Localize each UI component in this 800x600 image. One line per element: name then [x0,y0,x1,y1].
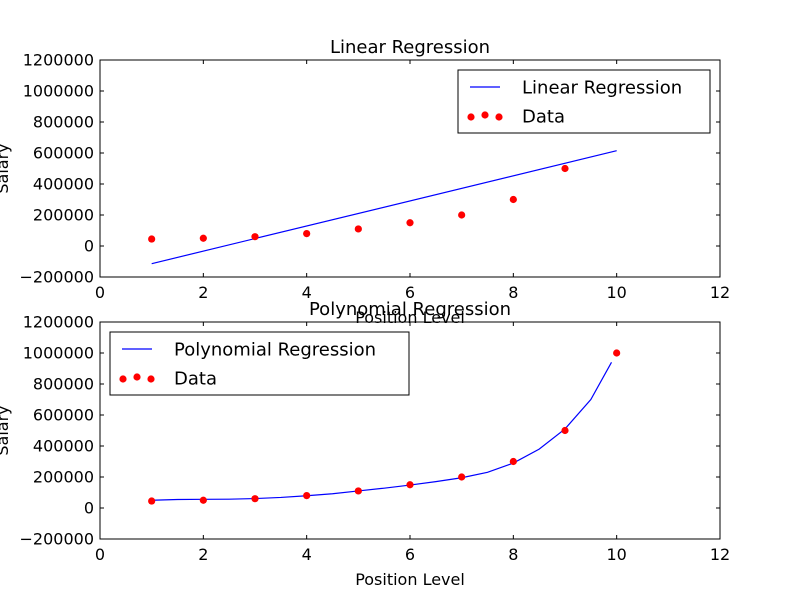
x-tick-label: 0 [95,545,105,564]
y-tick-label: 800000 [33,375,94,394]
legend-label: Data [174,369,217,390]
data-point [199,234,207,242]
x-tick-label: 10 [606,545,626,564]
data-point [148,235,156,243]
y-axis-label: Salary [0,143,12,193]
data-point [458,473,466,481]
data-point [406,481,414,489]
data-point [406,219,414,227]
x-tick-label: 6 [405,545,415,564]
data-point [613,349,621,357]
x-tick-label: 8 [508,545,518,564]
x-tick-label: 4 [302,283,312,302]
legend-box [109,331,410,396]
data-point [561,426,569,435]
legend-marker-swatch [481,111,489,119]
legend-label: Polynomial Regression [174,340,376,361]
data-point [354,487,362,495]
y-tick-label: 400000 [33,437,94,456]
legend-marker-swatch [119,375,127,383]
chart-1: 0 2 4 6 8 10 12−200000020000040000060000080000… [0,37,730,327]
y-tick-label: 1000000 [23,344,94,363]
data-point [509,195,517,204]
y-tick-label: 1200000 [23,313,94,332]
legend-label: Data [522,107,565,128]
data-point [251,233,259,241]
legend-marker-swatch [133,373,141,381]
series-line-linear-regression [151,150,617,265]
x-tick-label: 0 [95,283,105,302]
y-tick-label: 200000 [33,206,94,225]
legend-label: Linear Regression [522,78,682,99]
x-tick-label: 2 [198,545,208,564]
x-tick-label: 10 [606,283,626,302]
y-tick-label: −200000 [20,268,94,287]
legend-box [457,69,711,134]
data-point [303,492,311,500]
legend: Polynomial Regression Data [109,331,410,396]
data-point [561,164,569,173]
y-tick-label: 200000 [33,468,94,487]
legend-marker-swatch [467,113,475,121]
y-tick-label: 600000 [33,144,94,163]
y-tick-label: 1200000 [23,51,94,70]
y-axis-label: Salary [0,405,12,455]
data-point [148,497,156,505]
data-point [251,495,259,503]
y-tick-label: 400000 [33,175,94,194]
y-tick-label: 0 [84,499,94,518]
chart-2: 0 2 4 6 8 10 12−200000020000040000060000080000… [0,299,730,589]
legend: Linear Regression Data [457,69,711,134]
y-tick-label: 1000000 [23,82,94,101]
data-point [354,225,362,233]
y-tick-label: 600000 [33,406,94,425]
data-point [303,230,311,238]
y-tick-label: 0 [84,237,94,256]
chart-title: Polynomial Regression [309,299,511,320]
x-tick-label: 2 [198,283,208,302]
x-tick-label: 12 [710,545,730,564]
legend-marker-swatch [495,113,503,121]
x-tick-label: 8 [508,283,518,302]
x-tick-label: 6 [405,283,415,302]
y-tick-label: 800000 [33,113,94,132]
data-point [199,496,207,504]
x-axis-label: Position Level [355,570,465,589]
legend-marker-swatch [147,375,155,383]
data-point [458,211,466,219]
chart-title: Linear Regression [330,37,490,58]
series-line-polynomial-regression [151,362,613,501]
x-tick-label: 12 [710,283,730,302]
x-tick-label: 4 [302,545,312,564]
y-tick-label: −200000 [20,530,94,549]
data-point [509,457,517,466]
